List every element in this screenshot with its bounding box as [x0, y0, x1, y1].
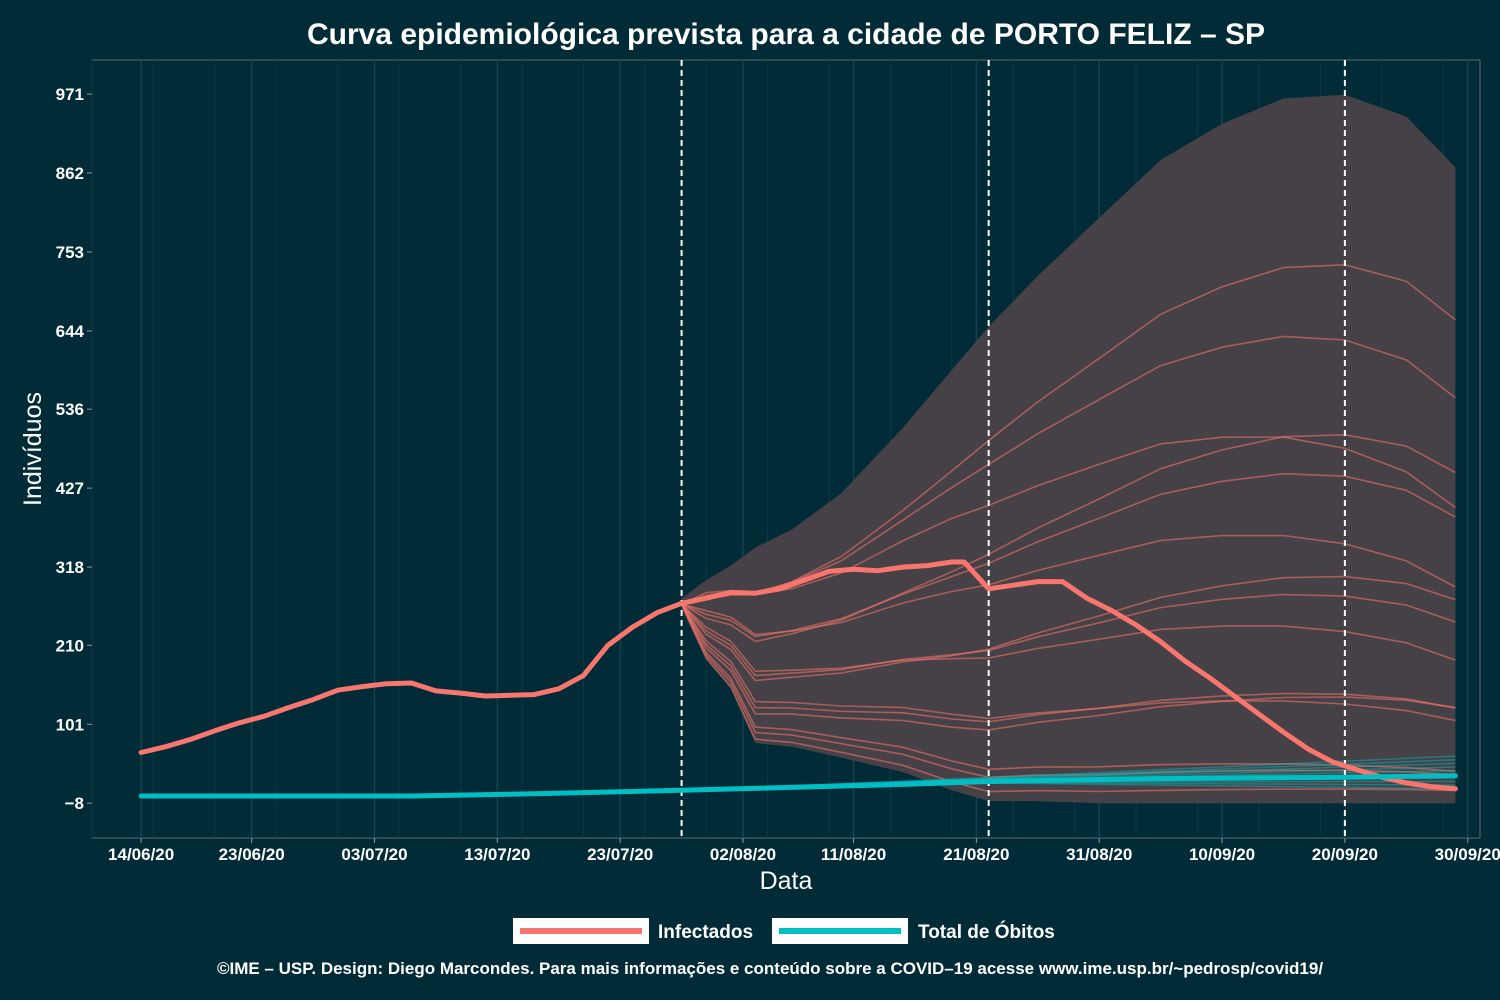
x-tick-label: 10/09/20 [1189, 845, 1255, 864]
x-tick-label: 20/09/20 [1312, 845, 1378, 864]
x-tick-label: 21/08/20 [943, 845, 1009, 864]
scenario-line [680, 603, 1456, 779]
y-tick-label: 862 [56, 164, 84, 183]
y-tick-label: 753 [56, 243, 84, 262]
y-tick-label: 644 [56, 322, 85, 341]
x-tick-label: 03/07/20 [341, 845, 407, 864]
x-axis: 14/06/20 23/06/20 03/07/20 13/07/20 23/07/20… [108, 838, 1500, 864]
x-tick-label: 23/07/20 [587, 845, 653, 864]
scenario-line [680, 603, 1456, 773]
y-tick-label: 536 [56, 400, 84, 419]
series-line-obitos [138, 773, 1458, 799]
series-group [138, 559, 1458, 799]
scenario-line [680, 575, 1456, 682]
y-axis: −8 101 210 318 427 536 644 753 862 971 [56, 85, 92, 813]
caption: ©IME – USP. Design: Diego Marcondes. Par… [217, 959, 1323, 978]
series-line-infectados [138, 559, 1458, 792]
scenario-line [681, 603, 1456, 673]
y-tick-label: −8 [65, 794, 84, 813]
legend: Infectados Total de Óbitos [513, 918, 1055, 944]
x-tick-label: 23/06/20 [219, 845, 285, 864]
legend-label-infectados: Infectados [658, 922, 753, 943]
x-tick-label: 14/06/20 [108, 845, 174, 864]
scenario-line [680, 603, 1456, 731]
y-tick-label: 427 [56, 479, 84, 498]
scenario-line [680, 603, 1456, 722]
y-axis-title: Indivíduos [19, 392, 47, 506]
y-tick-label: 101 [56, 715, 84, 734]
y-tick-label: 210 [56, 636, 84, 655]
x-tick-label: 30/09/20 [1435, 845, 1500, 864]
x-tick-label: 13/07/20 [464, 845, 530, 864]
x-tick-label: 02/08/20 [710, 845, 776, 864]
x-tick-label: 11/08/20 [821, 845, 886, 864]
legend-label-obitos: Total de Óbitos [918, 921, 1055, 943]
y-tick-label: 318 [56, 558, 84, 577]
y-tick-label: 971 [56, 85, 84, 104]
chart-title: Curva epidemiológica prevista para a cid… [307, 18, 1265, 51]
x-axis-title: Data [760, 867, 813, 895]
x-tick-label: 31/08/20 [1066, 845, 1132, 864]
